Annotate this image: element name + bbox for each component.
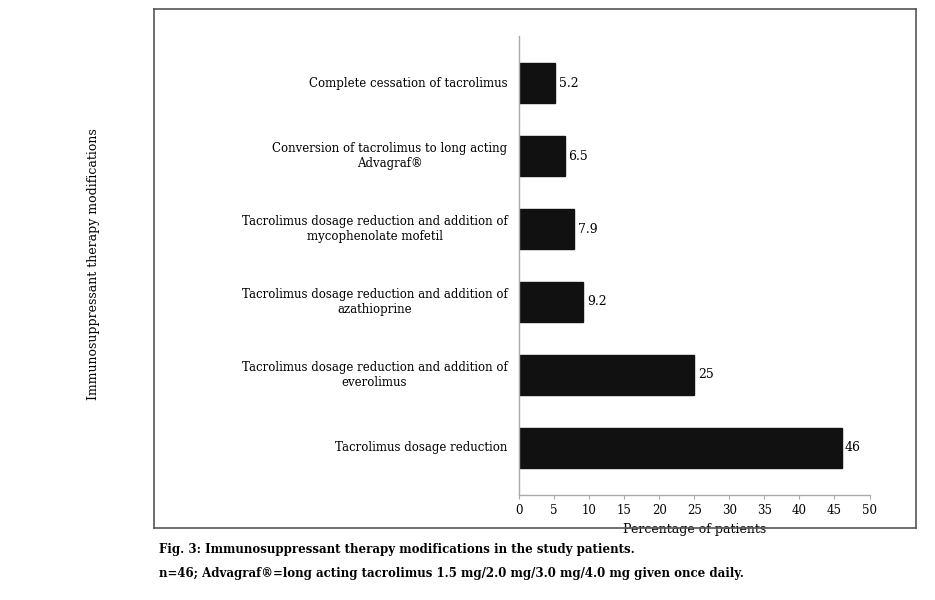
Text: n=46; Advagraf®=long acting tacrolimus 1.5 mg/2.0 mg/3.0 mg/4.0 mg given once da: n=46; Advagraf®=long acting tacrolimus 1… [159,567,744,580]
X-axis label: Percentage of patients: Percentage of patients [623,523,766,536]
Bar [519,282,583,322]
Text: 9.2: 9.2 [587,295,607,308]
Text: 6.5: 6.5 [568,150,588,163]
Text: 46: 46 [845,441,861,454]
Text: 7.9: 7.9 [578,223,597,236]
Bar [519,209,574,249]
Text: Tacrolimus dosage reduction and addition of
mycophenolate mofetil: Tacrolimus dosage reduction and addition… [241,215,508,243]
Bar [519,355,694,395]
Text: Conversion of tacrolimus to long acting
Advagraf®: Conversion of tacrolimus to long acting … [272,142,508,170]
Text: Tacrolimus dosage reduction and addition of
azathioprine: Tacrolimus dosage reduction and addition… [241,288,508,316]
Bar [519,64,555,103]
Text: Immunosuppressant therapy modifications: Immunosuppressant therapy modifications [87,128,100,400]
Text: 25: 25 [698,368,713,381]
Bar [519,428,842,467]
Text: Tacrolimus dosage reduction and addition of
everolimus: Tacrolimus dosage reduction and addition… [241,361,508,389]
Text: 5.2: 5.2 [559,77,579,90]
Bar [519,136,565,176]
Text: Fig. 3: Immunosuppressant therapy modifications in the study patients.: Fig. 3: Immunosuppressant therapy modifi… [159,543,635,556]
Text: Complete cessation of tacrolimus: Complete cessation of tacrolimus [309,77,508,90]
Text: Tacrolimus dosage reduction: Tacrolimus dosage reduction [335,441,508,454]
